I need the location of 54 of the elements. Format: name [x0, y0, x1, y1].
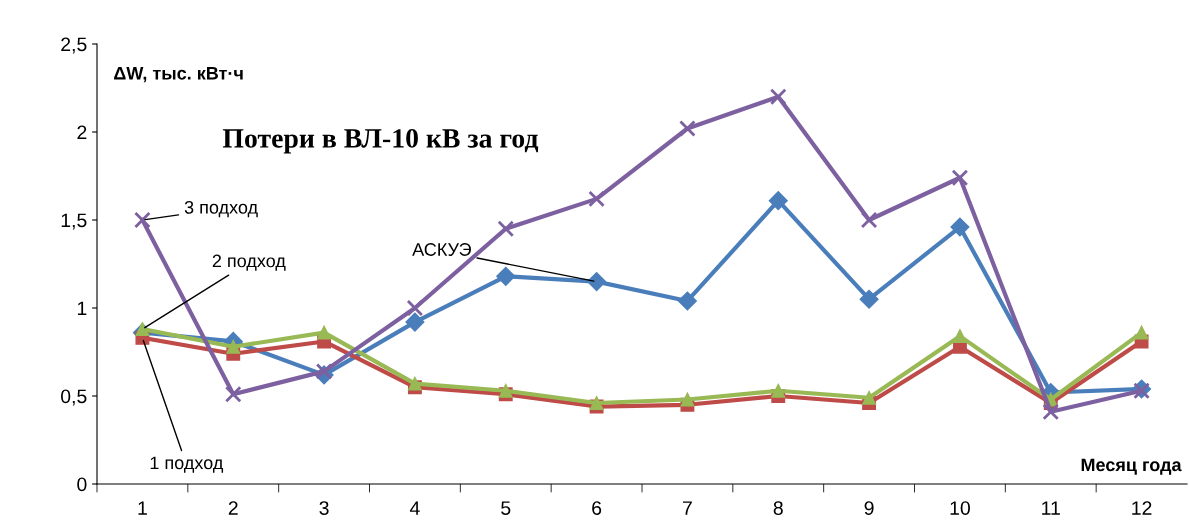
point [498, 383, 513, 398]
point [226, 339, 241, 354]
point [1042, 403, 1060, 421]
text: 1 подход [150, 456, 224, 473]
point [680, 392, 695, 407]
x-tick-label: 1 [138, 501, 147, 515]
y-tick-label: 1 [77, 301, 87, 316]
point [1134, 325, 1149, 340]
x-tick-label: 11 [1042, 501, 1060, 515]
point [950, 217, 970, 237]
point [134, 211, 151, 229]
point [587, 272, 607, 292]
x-tick-label: 5 [501, 501, 511, 515]
x-tick-label: 4 [409, 501, 420, 515]
x-tick-label: 2 [228, 501, 238, 515]
x-tick-label: 3 [319, 501, 329, 515]
x-tick-label: 9 [864, 501, 874, 515]
x-tick-label: 8 [773, 501, 783, 515]
x-axis-title: Месяц года [1081, 458, 1182, 475]
point [317, 325, 332, 340]
y-tick-label: 2,5 [61, 37, 87, 54]
point [406, 299, 424, 317]
point [588, 190, 605, 208]
point [768, 191, 788, 211]
point [862, 390, 877, 405]
text: Потери в ВЛ-10 кВ за год [222, 129, 539, 154]
point [859, 289, 879, 309]
series-label: АСКУЭ [412, 243, 471, 256]
point [769, 88, 787, 106]
y-tick-label: 0 [77, 477, 87, 492]
y-tick-label: 0,5 [61, 389, 87, 406]
y-tick-label: 2 [77, 125, 87, 140]
point [497, 220, 515, 238]
point [224, 385, 242, 403]
point [407, 376, 422, 391]
point [496, 266, 516, 286]
point [589, 396, 604, 410]
x-tick-label: 12 [1132, 501, 1152, 515]
point [771, 383, 786, 398]
point [405, 312, 425, 332]
point [860, 211, 878, 229]
point [315, 363, 333, 380]
y-tick-label: 1,5 [61, 213, 87, 230]
x-tick-label: 6 [592, 501, 602, 515]
point [951, 169, 969, 187]
x-tick-label: 10 [950, 501, 970, 515]
x-tick-label: 7 [683, 501, 692, 515]
series-label: 3 подход [184, 200, 258, 218]
point [135, 322, 150, 337]
text: 2 подход [212, 254, 286, 271]
y-axis-title: ΔW, тыс. кВт·ч [114, 67, 243, 83]
point [952, 329, 967, 344]
point [677, 291, 697, 311]
point [679, 120, 696, 137]
